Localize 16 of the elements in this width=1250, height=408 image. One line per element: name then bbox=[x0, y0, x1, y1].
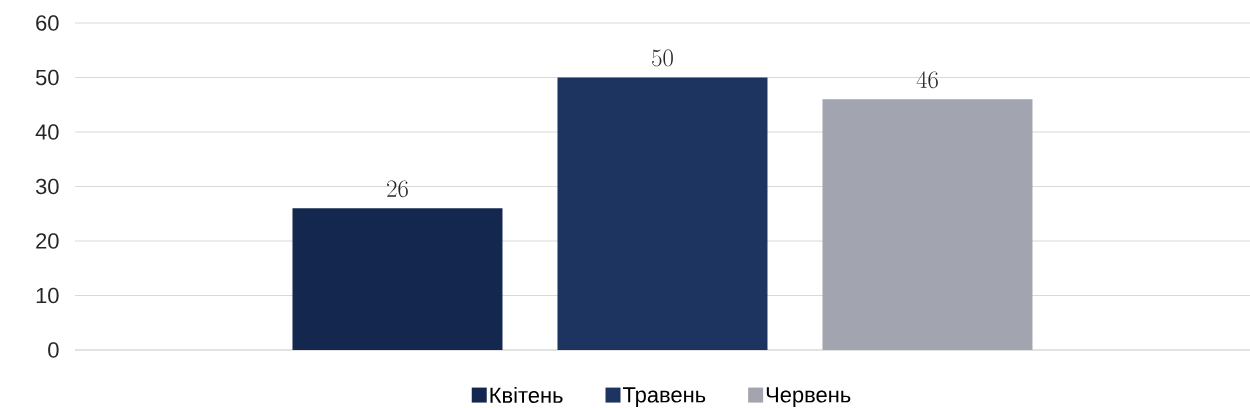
bar bbox=[557, 77, 768, 350]
bar bbox=[822, 99, 1033, 350]
y-tick-label: 50 bbox=[35, 69, 59, 86]
data-label: 50 bbox=[652, 49, 673, 67]
y-tick-label: 40 bbox=[35, 124, 59, 140]
data-label: 46 bbox=[916, 71, 938, 89]
y-tick-label: 60 bbox=[36, 15, 59, 31]
data-label: 26 bbox=[387, 180, 408, 198]
legend-label: Квітень bbox=[490, 386, 563, 403]
legend-label: Червень bbox=[766, 387, 851, 407]
y-tick-label: 30 bbox=[35, 178, 59, 195]
bar bbox=[292, 208, 503, 350]
legend-label: Травень bbox=[623, 387, 706, 407]
y-tick-label: 20 bbox=[36, 233, 59, 249]
y-tick-label: 10 bbox=[36, 287, 59, 304]
y-tick-label: 0 bbox=[48, 342, 59, 358]
